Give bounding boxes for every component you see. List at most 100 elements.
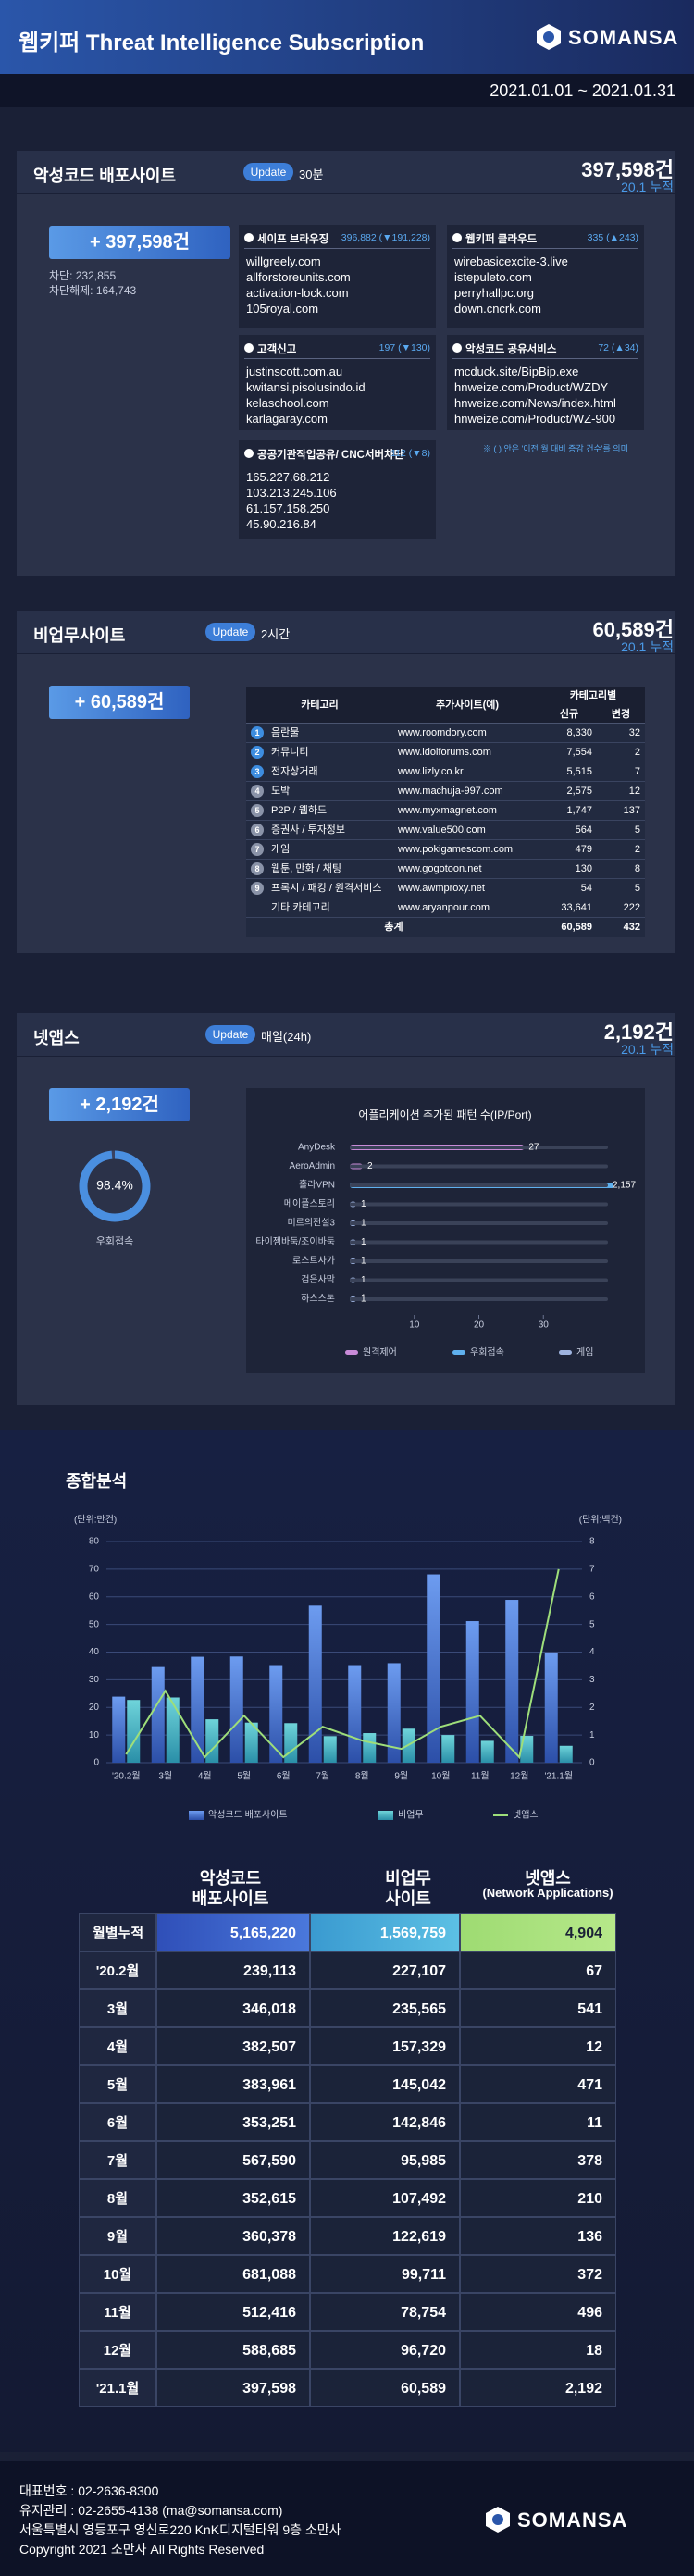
summary-cell: 360,378 bbox=[156, 2217, 310, 2255]
changed-count: 5 bbox=[634, 883, 640, 894]
section-title: 넷앱스 bbox=[33, 1029, 80, 1047]
changed-count: 12 bbox=[628, 786, 640, 797]
y2-tick-label: 5 bbox=[589, 1619, 595, 1629]
source-site: kwitansi.pisolusindo.id bbox=[246, 380, 366, 394]
bar bbox=[363, 1733, 377, 1763]
category-label: 로스트사가 bbox=[292, 1256, 335, 1267]
summary-cell: 235,565 bbox=[310, 1989, 460, 2027]
new-count: 479 bbox=[575, 844, 592, 855]
category: 음란물 bbox=[271, 727, 300, 738]
summary-cell: 60,589 bbox=[310, 2369, 460, 2407]
summary-cell: 3월 bbox=[79, 1989, 156, 2027]
new-count: 54 bbox=[580, 883, 592, 894]
source-icon bbox=[244, 233, 254, 242]
category: 도박 bbox=[271, 786, 291, 797]
summary-header: 넷앱스 bbox=[525, 1869, 571, 1888]
category-label: 하스스톤 bbox=[301, 1293, 335, 1305]
legend-swatch bbox=[345, 1350, 358, 1355]
value-label: 2,157 bbox=[613, 1181, 636, 1191]
chart-title: 종합분석 bbox=[66, 1471, 127, 1491]
update-badge: Update bbox=[243, 163, 293, 181]
x-tick-label: 6월 bbox=[277, 1771, 291, 1782]
th-new: 신규 bbox=[559, 709, 579, 720]
x-tick-label: 10 bbox=[409, 1320, 420, 1331]
summary-cell: 352,615 bbox=[156, 2179, 310, 2217]
category: P2P / 웹하드 bbox=[271, 805, 328, 816]
source-count: 72 (▲34) bbox=[598, 342, 638, 353]
summary-header: 비업무 bbox=[385, 1869, 431, 1888]
legend-label: 비업무 bbox=[398, 1809, 424, 1821]
source-site: justinscott.com.au bbox=[246, 365, 343, 378]
cumulative-label: 20.1 누적 bbox=[621, 180, 674, 194]
x-tick-label: 9월 bbox=[394, 1771, 408, 1782]
value-label: 1 bbox=[361, 1294, 366, 1305]
bar-track bbox=[350, 1146, 608, 1149]
summary-cell: 11월 bbox=[79, 2293, 156, 2331]
source-divider bbox=[244, 248, 430, 249]
cumulative-label: 20.1 누적 bbox=[621, 639, 674, 654]
summary-cell: 96,720 bbox=[310, 2331, 460, 2369]
y2-axis-label: (단위:백건) bbox=[579, 1514, 622, 1526]
summary-cell: 12 bbox=[460, 2027, 616, 2065]
summary-cell: 471 bbox=[460, 2065, 616, 2103]
bar-track bbox=[350, 1259, 608, 1263]
table-header-bg bbox=[246, 687, 645, 724]
y-tick-label: 20 bbox=[89, 1703, 100, 1713]
th-group: 카테고리별 bbox=[569, 690, 617, 701]
site: www.awmproxy.net bbox=[398, 883, 485, 894]
summary-cell: 4월 bbox=[79, 2027, 156, 2065]
category: 웹툰, 만화 / 채팅 bbox=[271, 863, 342, 874]
summary-cell: 541 bbox=[460, 1989, 616, 2027]
summary-cell: 157,329 bbox=[310, 2027, 460, 2065]
donut-value: 98.4% bbox=[96, 1178, 133, 1193]
legend-swatch bbox=[559, 1350, 572, 1355]
legend-label: 원격제어 bbox=[363, 1346, 397, 1358]
added-count: + 2,192건 bbox=[49, 1088, 190, 1121]
section-title: 악성코드 배포사이트 bbox=[33, 167, 177, 185]
table-row-line bbox=[246, 878, 645, 879]
section-header-bar bbox=[17, 611, 675, 653]
y2-tick-label: 4 bbox=[589, 1647, 595, 1657]
update-interval: 2시간 bbox=[261, 627, 291, 641]
category-label: 검은사막 bbox=[301, 1274, 335, 1285]
bar bbox=[348, 1665, 362, 1763]
bar-track bbox=[350, 1221, 608, 1225]
y-tick-label: 60 bbox=[89, 1591, 100, 1602]
page-title: 웹키퍼 Threat Intelligence Subscription bbox=[19, 31, 425, 56]
summary-cell: 5,165,220 bbox=[156, 1913, 310, 1951]
table-row-line bbox=[246, 917, 645, 918]
legend-label: 우회접속 bbox=[470, 1347, 504, 1358]
source-site: 61.157.158.250 bbox=[246, 502, 330, 515]
value-label: 1 bbox=[361, 1237, 366, 1247]
new-count: 60,589 bbox=[561, 922, 592, 933]
table-row-line bbox=[246, 839, 645, 840]
legend-label: 악성코드 배포사이트 bbox=[208, 1810, 288, 1821]
summary-cell: 10월 bbox=[79, 2255, 156, 2293]
total-count: 2,192건 bbox=[603, 1021, 674, 1044]
source-name: 웹키퍼 클라우드 bbox=[465, 234, 538, 245]
new-count: 33,641 bbox=[561, 902, 592, 913]
update-badge: Update bbox=[205, 623, 255, 641]
footer-line: Copyright 2021 소만사 All Rights Reserved bbox=[19, 2542, 265, 2557]
summary-cell: 210 bbox=[460, 2179, 616, 2217]
source-site: 105royal.com bbox=[246, 302, 319, 316]
note: ※ ( ) 안은 '이전 월 대비 증감 건수'를 의미 bbox=[483, 444, 628, 453]
bar-track bbox=[350, 1202, 608, 1207]
new-count: 8,330 bbox=[566, 727, 592, 738]
site: www.aryanpour.com bbox=[398, 902, 490, 913]
category: 커뮤니티 bbox=[271, 747, 309, 758]
summary-cell: 67 bbox=[460, 1951, 616, 1989]
header-band bbox=[0, 0, 694, 74]
table-row-line bbox=[246, 742, 645, 743]
summary-cell: 588,685 bbox=[156, 2331, 310, 2369]
new-count: 2,575 bbox=[566, 786, 592, 797]
summary-cell: 9월 bbox=[79, 2217, 156, 2255]
category: 증권사 / 투자정보 bbox=[271, 824, 346, 836]
rank-badge: 8 bbox=[251, 862, 264, 875]
donut-label: 우회접속 bbox=[96, 1235, 133, 1247]
table-row-line bbox=[246, 820, 645, 821]
y-tick-label: 10 bbox=[89, 1730, 100, 1740]
bar bbox=[191, 1656, 204, 1763]
rank-badge: 6 bbox=[251, 824, 264, 836]
